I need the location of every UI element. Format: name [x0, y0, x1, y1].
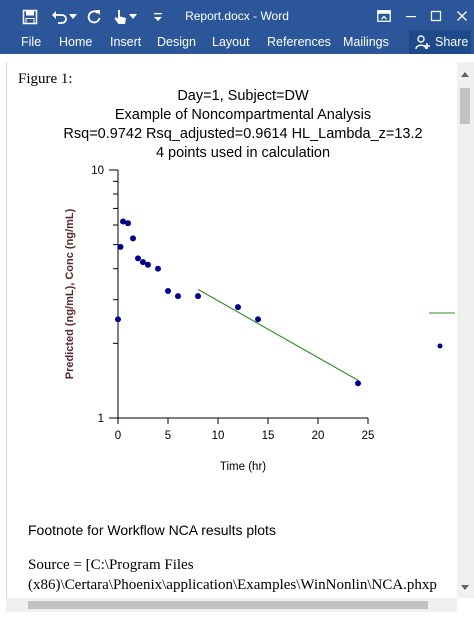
data-point: [140, 259, 146, 266]
x-tick-label: 20: [312, 430, 325, 442]
x-tick-label: 5: [165, 430, 171, 442]
x-axis-label: Time (hr): [220, 461, 266, 473]
data-point: [135, 255, 141, 262]
tab-design[interactable]: Design: [157, 35, 196, 49]
save-icon[interactable]: [20, 7, 40, 27]
title-bar: Report.docx - Word: [0, 0, 474, 32]
y-axis-label: Predicted (ng/mL), Conc (ng/mL): [64, 208, 76, 379]
footnote: Footnote for Workflow NCA results plots: [28, 522, 276, 538]
share-button[interactable]: Share: [409, 30, 471, 54]
document-canvas[interactable]: [0, 54, 474, 612]
data-point: [145, 261, 151, 268]
window-title: Report.docx - Word: [185, 9, 289, 23]
share-label: Share: [435, 35, 469, 49]
source-line-1: Source = [C:\Program Files: [28, 557, 194, 573]
scroll-thumb[interactable]: [460, 88, 470, 124]
redo-icon[interactable]: [84, 7, 104, 27]
chart-title-line: Day=1, Subject=DW: [177, 88, 309, 104]
page-edge: [6, 62, 7, 612]
x-tick-label: 15: [262, 430, 275, 442]
tab-insert[interactable]: Insert: [110, 35, 142, 49]
tab-mailings[interactable]: Mailings: [343, 35, 389, 49]
undo-dropdown-icon[interactable]: [68, 7, 78, 27]
x-tick-label: 0: [115, 430, 121, 442]
y-tick-label: 10: [91, 165, 104, 177]
data-point: [117, 243, 124, 250]
minimize-icon[interactable]: [399, 4, 423, 28]
data-point: [130, 235, 136, 242]
tab-references[interactable]: References: [267, 35, 331, 49]
chart-title-line: Rsq=0.9742 Rsq_adjusted=0.9614 HL_Lambda…: [63, 126, 422, 142]
data-point: [155, 265, 161, 272]
source-line-2: (x86)\Certara\Phoenix\application\Exampl…: [28, 577, 437, 593]
data-point: [195, 293, 201, 300]
horizontal-scroll-thumb[interactable]: [28, 601, 428, 609]
undo-icon[interactable]: [50, 7, 70, 27]
tab-layout[interactable]: Layout: [212, 35, 250, 49]
regression-line: [197, 288, 359, 381]
data-point: [175, 293, 181, 300]
data-point: [355, 380, 361, 387]
chart-title-line: Example of Noncompartmental Analysis: [115, 107, 371, 123]
data-point: [235, 304, 241, 311]
x-tick-label: 25: [362, 430, 375, 442]
share-person-icon: [415, 35, 430, 50]
data-point: [125, 220, 131, 227]
tab-file[interactable]: File: [21, 35, 42, 49]
vertical-scrollbar[interactable]: [457, 62, 474, 598]
data-point: [255, 316, 261, 323]
customize-qat-icon[interactable]: [148, 7, 168, 27]
scroll-up-icon[interactable]: [461, 72, 469, 77]
touch-mode-icon[interactable]: [110, 7, 130, 27]
horizontal-scrollbar[interactable]: [6, 598, 457, 612]
data-point: [165, 288, 171, 295]
y-tick-label: 1: [98, 413, 104, 425]
touch-mode-dropdown-icon[interactable]: [128, 7, 138, 27]
x-tick-label: 10: [212, 430, 225, 442]
tab-home[interactable]: Home: [59, 35, 93, 49]
legend-point-sample: [437, 343, 443, 349]
ribbon-tab-bar: File Home Insert Design Layout Reference…: [0, 32, 474, 54]
scroll-down-icon[interactable]: [461, 585, 469, 590]
maximize-icon[interactable]: [424, 4, 448, 28]
figure-label: Figure 1:: [18, 71, 73, 87]
close-icon[interactable]: [450, 4, 474, 28]
data-point: [120, 218, 126, 225]
ribbon-display-options-icon[interactable]: [372, 4, 396, 28]
data-point: [115, 316, 121, 323]
chart-title-line: 4 points used in calculation: [156, 145, 330, 161]
